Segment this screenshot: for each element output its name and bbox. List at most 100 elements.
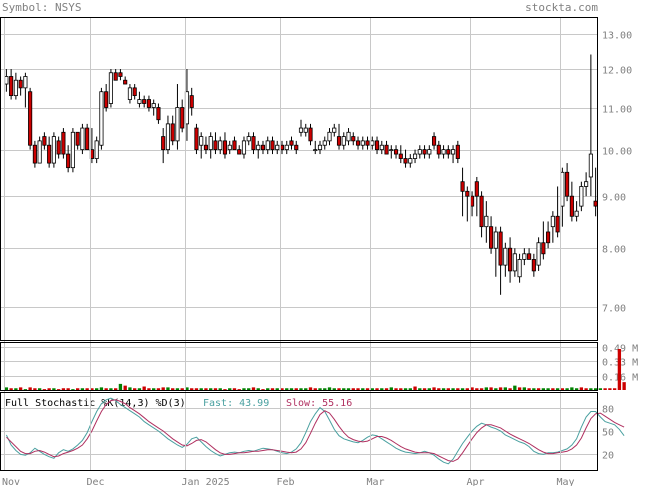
candle-body <box>579 186 584 207</box>
candle-body <box>536 242 541 266</box>
volume-bar <box>508 388 512 390</box>
volume-bar <box>166 387 170 390</box>
volume-bar <box>570 387 574 390</box>
volume-bar <box>337 388 341 390</box>
candle-body <box>451 149 456 155</box>
candle-body <box>284 144 289 151</box>
candle-body <box>460 181 465 192</box>
candle-body <box>208 136 213 151</box>
volume-bar <box>251 387 256 390</box>
volume-bar <box>128 387 132 390</box>
price-tick-label: 8.00 <box>602 245 626 256</box>
volume-bar <box>475 388 479 390</box>
candle-body <box>4 76 9 85</box>
candle-body <box>28 91 33 146</box>
candle-body <box>531 259 536 272</box>
volume-bar <box>541 388 546 390</box>
volume-bar <box>593 388 598 390</box>
volume-bar <box>66 388 70 390</box>
candle-body <box>151 103 156 108</box>
candle-body <box>203 144 209 151</box>
volume-bar <box>555 388 560 390</box>
candle-body <box>493 231 498 249</box>
candle-body <box>541 242 546 255</box>
volume-bar <box>218 388 222 390</box>
volume-bar <box>180 388 184 390</box>
slow-value-label: Slow: 55.16 <box>286 398 352 409</box>
candle-body <box>355 140 361 146</box>
volume-bar <box>522 387 527 390</box>
volume-bar <box>584 388 588 390</box>
candle-body <box>104 91 109 108</box>
volume-bar <box>389 387 393 390</box>
candle-body <box>170 123 175 142</box>
volume-bar <box>413 386 417 390</box>
candle-body <box>108 72 113 104</box>
volume-bar <box>47 388 51 390</box>
price-tick-label: 12.00 <box>602 66 632 77</box>
volume-bar <box>161 387 165 390</box>
volume-bar <box>52 388 56 390</box>
candle-body <box>522 253 527 260</box>
candle-body <box>32 144 37 164</box>
stochastic-frame <box>0 392 598 471</box>
volume-bar <box>156 388 161 390</box>
candle-body <box>479 195 484 228</box>
candle-body <box>232 140 237 151</box>
volume-bar <box>304 388 308 390</box>
volume-bar <box>380 388 384 390</box>
candle-body <box>289 140 294 146</box>
candle-body <box>270 140 275 151</box>
volume-bar <box>612 388 617 390</box>
candle-body <box>199 136 204 146</box>
candle-body <box>417 149 422 155</box>
candle-body <box>227 144 232 151</box>
price-tick-label: 9.00 <box>602 193 626 204</box>
candle-body <box>436 144 441 155</box>
candle-body <box>137 99 142 104</box>
volume-bar <box>213 388 218 390</box>
candle-body <box>403 158 408 164</box>
volume-bar <box>118 383 123 390</box>
volume-bar <box>437 388 441 390</box>
candle-body <box>23 76 28 89</box>
candle-body <box>13 79 18 97</box>
stochastic-tick-label: 20 <box>602 451 614 462</box>
candle-body <box>393 149 399 155</box>
volume-bar <box>560 388 565 390</box>
candle-body <box>546 231 551 244</box>
volume-bar <box>370 388 374 390</box>
volume-bar <box>579 387 584 390</box>
candle-body <box>422 149 427 155</box>
candle-body <box>294 144 299 151</box>
volume-bar <box>33 388 37 390</box>
price-tick-label: 13.00 <box>602 31 632 42</box>
candle-body <box>441 149 446 155</box>
volume-bar <box>275 388 279 390</box>
volume-bar <box>256 388 260 390</box>
candle-body <box>484 215 489 228</box>
price-tick-label: 11.00 <box>602 105 632 116</box>
candle-body <box>75 131 80 146</box>
volume-bar <box>546 388 550 390</box>
volume-bar <box>14 388 18 390</box>
x-tick-label: Dec <box>87 477 105 486</box>
x-tick-label: Nov <box>2 477 20 486</box>
volume-bar <box>137 388 142 390</box>
candle-body <box>489 226 494 249</box>
volume-bar <box>247 388 251 390</box>
candle-body <box>341 136 346 146</box>
volume-frame <box>0 342 598 391</box>
candle-body <box>569 195 574 217</box>
volume-bar <box>147 388 151 390</box>
candle-body <box>47 144 52 164</box>
candle-body <box>346 131 351 142</box>
candle-body <box>322 140 327 146</box>
volume-bar <box>346 388 351 390</box>
volume-bar <box>280 388 284 390</box>
volume-bar <box>171 388 175 390</box>
candle-body <box>593 200 598 207</box>
candle-body <box>317 144 323 151</box>
